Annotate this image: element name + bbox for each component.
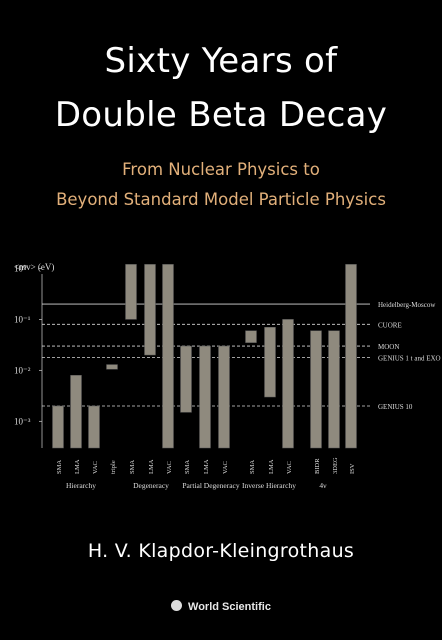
book-subtitle-line-1: From Nuclear Physics to bbox=[122, 160, 320, 179]
group-label: Hierarchy bbox=[66, 481, 96, 490]
group-label: Partial Degeneracy bbox=[182, 481, 240, 490]
bar-label: VAC bbox=[166, 461, 173, 474]
author-name: H. V. Klapdor-Kleingrothaus bbox=[87, 540, 355, 562]
bar-label: VAC bbox=[92, 461, 99, 474]
bar-label: LMA bbox=[148, 459, 155, 474]
bar-label: triple bbox=[110, 460, 117, 474]
reference-line-label: Heidelberg-Moscow bbox=[378, 301, 436, 309]
neutrino-mass-chart: <mv> (eV)10⁰ 10⁻¹ 10⁻² 10⁻³ Heidelberg-Mosco… bbox=[14, 262, 442, 490]
bar-label: LMA bbox=[268, 459, 275, 474]
reference-line-label: MOON bbox=[378, 343, 399, 351]
group-label: 4ν bbox=[319, 481, 327, 490]
data-bar bbox=[125, 264, 137, 320]
bar-label: VAC bbox=[286, 461, 293, 474]
data-bar bbox=[199, 345, 211, 449]
bar-label: VAC bbox=[222, 461, 229, 474]
data-bar bbox=[162, 264, 174, 449]
book-subtitle-line-2: Beyond Standard Model Particle Physics bbox=[56, 190, 386, 209]
data-bar bbox=[144, 264, 156, 356]
data-bar bbox=[106, 364, 118, 370]
reference-line-label: GENIUS 10 bbox=[378, 403, 413, 411]
y-axis-label: <mv> (eV) bbox=[14, 262, 54, 272]
data-bar bbox=[245, 330, 257, 343]
data-bar bbox=[218, 345, 230, 449]
bar-label: 3DEG bbox=[332, 457, 339, 474]
bar-label: SMA bbox=[249, 460, 256, 474]
book-title-line-2: Double Beta Decay bbox=[54, 95, 388, 135]
data-bar bbox=[328, 330, 340, 449]
data-bar bbox=[345, 264, 357, 449]
group-label: Inverse Hierarchy bbox=[242, 481, 296, 490]
y-tick-label: 10⁻² bbox=[14, 365, 31, 375]
group-label: Degeneracy bbox=[133, 481, 169, 490]
globe-logo-icon bbox=[171, 600, 183, 611]
y-tick-label: 10⁻³ bbox=[14, 416, 31, 426]
bar-label: LMA bbox=[74, 459, 81, 474]
book-title-line-1: Sixty Years of bbox=[104, 41, 338, 81]
data-bar bbox=[70, 375, 82, 449]
data-bar bbox=[310, 330, 322, 449]
bar-label: ISV bbox=[349, 463, 356, 474]
publisher: World Scientific bbox=[0, 600, 442, 613]
reference-line-label: GENIUS 1 t and EXO 10t bbox=[378, 354, 442, 362]
bar-label: LMA bbox=[203, 459, 210, 474]
data-bar bbox=[52, 405, 64, 449]
bar-label: SMA bbox=[184, 460, 191, 474]
data-bar bbox=[88, 405, 100, 449]
y-tick-label: 10⁻¹ bbox=[14, 314, 31, 324]
bar-label: SMA bbox=[129, 460, 136, 474]
bar-label: BIDR bbox=[314, 458, 321, 474]
bar-label: SMA bbox=[56, 460, 63, 474]
data-bar bbox=[282, 319, 294, 449]
data-bar bbox=[180, 345, 192, 413]
y-tick-label: 10⁰ bbox=[14, 263, 27, 273]
reference-line-label: CUORE bbox=[378, 321, 402, 329]
publisher-name: World Scientific bbox=[188, 601, 271, 613]
data-bar bbox=[264, 327, 276, 398]
